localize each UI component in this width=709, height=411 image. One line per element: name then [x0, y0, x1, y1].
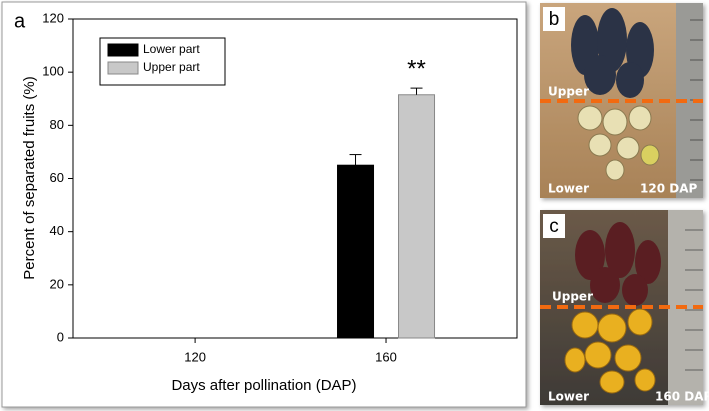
y-tick-label: 60: [50, 170, 64, 185]
y-tick-label: 20: [50, 276, 64, 291]
panel-label: a: [14, 10, 26, 32]
legend-swatch: [107, 43, 139, 57]
photo-b: [540, 3, 703, 198]
x-axis-title: Days after pollination (DAP): [171, 377, 356, 394]
x-tick-label: 160: [375, 349, 397, 364]
lower-label: Lower: [548, 390, 589, 404]
y-tick-label: 100: [42, 64, 64, 79]
y-tick-label: 120: [42, 10, 64, 25]
stage-label: 160 DAP: [655, 390, 709, 404]
stage-label: 120 DAP: [640, 182, 697, 196]
y-tick-label: 80: [50, 117, 64, 132]
x-tick-label: 120: [184, 349, 206, 364]
y-axis-title: Percent of separated fruits (%): [21, 76, 38, 279]
legend-swatch: [107, 61, 139, 75]
upper-label: Upper: [548, 85, 589, 99]
lower-label: Lower: [548, 182, 589, 196]
panel-label: b: [549, 9, 560, 30]
upper-label: Upper: [552, 290, 593, 304]
legend-label: Upper part: [143, 60, 200, 74]
photo-c: [540, 210, 703, 405]
chart-frame: [1, 1, 527, 408]
legend-label: Lower part: [143, 42, 200, 56]
panel-label: c: [549, 216, 559, 237]
bar: [337, 164, 375, 339]
y-tick-label: 40: [50, 223, 64, 238]
y-tick-label: 0: [57, 329, 64, 344]
annotation: **: [407, 55, 426, 82]
bar: [398, 94, 436, 339]
